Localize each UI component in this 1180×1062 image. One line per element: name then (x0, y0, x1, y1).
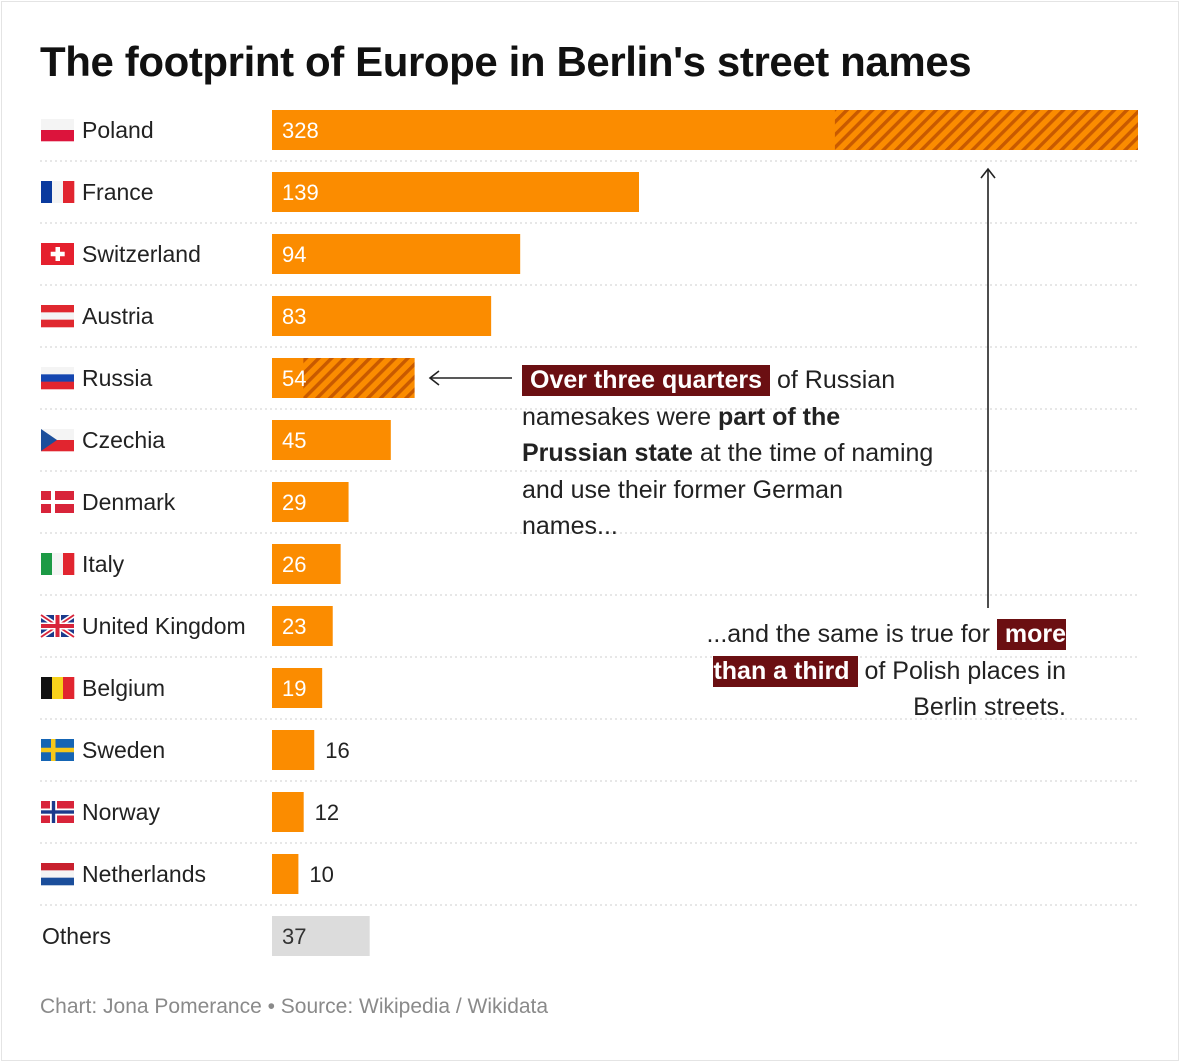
category-label-russia: Russia (82, 365, 153, 391)
chart-title: The footprint of Europe in Berlin's stre… (40, 38, 972, 85)
category-label-italy: Italy (82, 551, 125, 577)
bar-switzerland (272, 234, 521, 274)
poland-annotation-text-1: ...and the same is true for (706, 620, 997, 648)
category-label-poland: Poland (82, 117, 154, 143)
bar-france (272, 172, 639, 212)
category-label-netherlands: Netherlands (82, 861, 206, 887)
bar-united-kingdom (272, 606, 333, 646)
category-label-switzerland: Switzerland (82, 241, 201, 267)
bar-norway (272, 792, 304, 832)
category-label-belgium: Belgium (82, 675, 165, 701)
russia-highlight: Over three quarters (522, 365, 771, 396)
flag-norway-icon (41, 801, 74, 823)
flag-austria-icon (41, 305, 74, 328)
flag-switzerland-icon (41, 243, 74, 265)
flag-czechia-icon (41, 429, 74, 452)
russia-annotation-text-2: at the time of naming and use their form… (522, 439, 934, 540)
flag-belgium-icon (41, 677, 75, 699)
russia-annotation-text-1: of Russian namesakes were (522, 366, 896, 431)
bar-czechia (272, 420, 391, 460)
bar-netherlands (272, 854, 299, 894)
bar-hatched-poland (834, 110, 1138, 150)
russia-annotation-bold: part of the Prussian state (522, 402, 841, 468)
value-label-others: 37 (282, 924, 306, 949)
category-label-others: Others (42, 923, 111, 949)
flag-russia-icon (41, 367, 74, 390)
bar-italy (272, 544, 341, 584)
bar-sweden (272, 730, 315, 770)
arrow-to-poland-bar (980, 167, 996, 608)
bar-others (272, 916, 370, 956)
value-label-netherlands: 10 (309, 862, 333, 887)
flag-denmark-icon (41, 491, 74, 513)
poland-annotation: ...and the same is true for more than a … (700, 616, 1066, 726)
value-label-austria: 83 (282, 304, 306, 329)
bar-hatched-russia (303, 358, 415, 398)
bar-denmark (272, 482, 349, 522)
value-label-belgium: 19 (282, 676, 306, 701)
flag-france-icon (41, 181, 75, 203)
poland-annotation-text-2: of Polish places in Berlin streets. (857, 656, 1066, 722)
value-label-czechia: 45 (282, 428, 306, 453)
bar-austria (272, 296, 492, 336)
value-label-poland: 328 (282, 118, 319, 143)
flag-italy-icon (41, 553, 75, 575)
category-label-czechia: Czechia (82, 427, 165, 453)
value-label-sweden: 16 (325, 738, 349, 763)
value-label-france: 139 (282, 180, 319, 205)
category-label-austria: Austria (82, 303, 154, 329)
flag-poland-icon (41, 119, 74, 142)
value-label-norway: 12 (315, 800, 339, 825)
flag-united-kingdom-icon (39, 612, 76, 640)
bar-belgium (272, 668, 323, 708)
value-label-denmark: 29 (282, 490, 306, 515)
arrow-to-russia-bar (428, 370, 512, 386)
russia-annotation: Over three quarters of Russian namesakes… (522, 362, 942, 545)
flag-netherlands-icon (41, 863, 74, 886)
flag-sweden-icon (41, 739, 74, 761)
value-label-italy: 26 (282, 552, 306, 577)
value-label-united-kingdom: 23 (282, 614, 306, 639)
category-label-norway: Norway (82, 799, 160, 825)
value-label-russia: 54 (282, 366, 306, 391)
chart-credit: Chart: Jona Pomerance • Source: Wikipedi… (40, 995, 549, 1018)
category-label-france: France (82, 179, 154, 205)
category-label-denmark: Denmark (82, 489, 176, 515)
value-label-switzerland: 94 (282, 242, 306, 267)
category-label-sweden: Sweden (82, 737, 165, 763)
category-label-united-kingdom: United Kingdom (82, 613, 246, 639)
